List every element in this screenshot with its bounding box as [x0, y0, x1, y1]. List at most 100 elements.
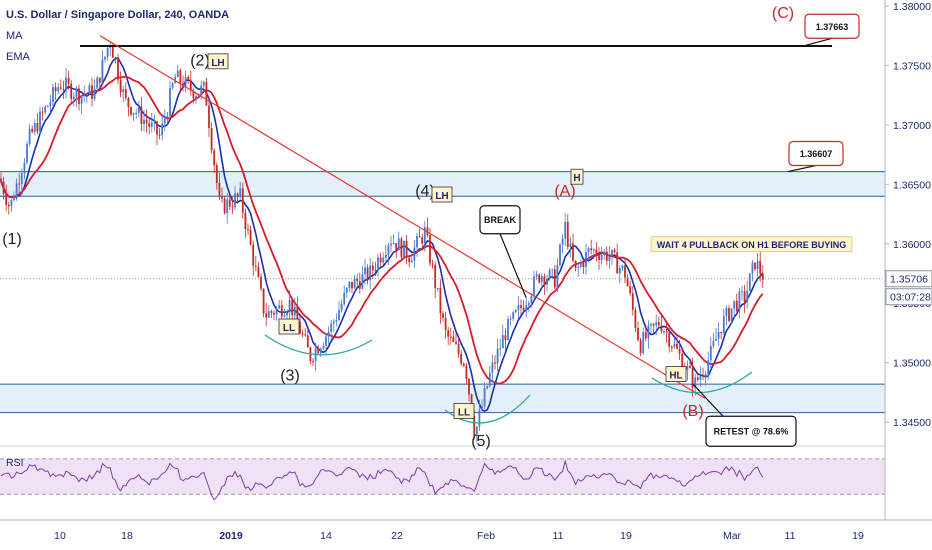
wave-label: (C)	[772, 5, 794, 22]
candle-body	[712, 340, 715, 347]
candle-body	[400, 238, 403, 258]
candle-body	[410, 260, 413, 263]
candle-body	[691, 367, 694, 388]
candle-body	[572, 243, 574, 261]
wave-tag	[570, 168, 584, 185]
callout-box	[705, 415, 797, 447]
candle-body	[704, 373, 707, 377]
ema-legend[interactable]: EMA	[6, 51, 30, 63]
candle-body	[543, 276, 546, 285]
candle-body	[319, 348, 322, 354]
callout-text: 1.36607	[800, 149, 833, 159]
candle-body	[442, 313, 444, 318]
candle-body	[44, 106, 47, 113]
candle-body	[228, 199, 231, 207]
candle-body	[158, 134, 161, 136]
candle-body	[520, 305, 522, 308]
wave-label: (1)	[2, 231, 22, 248]
candle-body	[655, 322, 658, 326]
candle-body	[20, 173, 23, 184]
candle-body	[267, 311, 270, 318]
wave-tag-text: LL	[458, 407, 470, 418]
candle-body	[41, 111, 44, 113]
candle-body	[335, 319, 338, 322]
candle-body	[397, 238, 400, 251]
candle-body	[660, 325, 663, 332]
candle-body	[192, 90, 195, 99]
wave-tag-text: H	[573, 173, 580, 184]
candle-body	[452, 336, 455, 342]
candle-body	[699, 375, 702, 380]
ma-legend[interactable]: MA	[6, 30, 23, 42]
y-tick-label: 1.36500	[893, 179, 931, 191]
candle-body	[286, 312, 288, 316]
candle-body	[293, 306, 296, 316]
candle-body	[377, 257, 379, 271]
y-tick-label: 1.35000	[893, 358, 931, 370]
candle-body	[7, 204, 10, 207]
candle-body	[161, 123, 164, 136]
y-tick-label: 1.34500	[893, 417, 931, 429]
candle-body	[631, 293, 634, 310]
candle-body	[176, 70, 179, 77]
candle-body	[715, 338, 717, 341]
candle-body	[23, 162, 26, 174]
candle-body	[595, 249, 598, 256]
lines-layer	[0, 35, 885, 424]
candle-body	[231, 206, 234, 208]
candle-body	[54, 87, 57, 92]
candle-body	[148, 123, 151, 127]
candle-body	[356, 278, 359, 282]
candle-body	[296, 306, 299, 322]
overlay-layer: (1) (2) (3) (4) (5) (A) (B) (C) LH LH H LL LL HL 1.376…	[2, 5, 860, 450]
candle-body	[481, 406, 483, 411]
candle-body	[244, 212, 247, 230]
candle-body	[720, 331, 723, 334]
rsi-band	[0, 458, 885, 495]
candle-body	[317, 348, 320, 354]
candle-body	[587, 248, 590, 253]
candle-body	[65, 77, 67, 90]
candle-body	[215, 165, 218, 183]
candle-body	[426, 227, 429, 236]
candle-body	[652, 323, 655, 326]
candle-body	[299, 321, 301, 334]
candle-body	[13, 198, 15, 201]
candle-body	[241, 188, 244, 213]
candle-body	[678, 348, 681, 354]
candle-body	[345, 288, 348, 293]
rsi-label: RSI	[6, 457, 24, 469]
trendline	[99, 35, 706, 399]
candle-body	[668, 332, 671, 347]
candle-body	[278, 305, 281, 309]
candle-body	[514, 310, 517, 312]
candle-body	[395, 243, 398, 251]
countdown-text: 03:07:28	[890, 292, 931, 304]
candle-body	[111, 45, 114, 58]
candle-body	[473, 415, 476, 437]
x-tick-label: 10	[54, 530, 66, 542]
candle-body	[122, 89, 125, 93]
candle-body	[119, 79, 122, 93]
candle-body	[252, 244, 255, 266]
candle-body	[236, 193, 239, 197]
curves-layer	[0, 57, 764, 412]
candle-body	[735, 300, 738, 311]
candle-body	[501, 335, 504, 349]
candle-body	[85, 94, 88, 96]
candle-body	[117, 59, 119, 80]
wave-label: (4)	[415, 183, 435, 200]
candle-body	[403, 240, 405, 258]
candle-body	[681, 353, 684, 370]
candle-body	[114, 57, 117, 60]
candle-body	[546, 279, 548, 285]
candle-body	[507, 319, 509, 341]
callout-pointer	[802, 37, 833, 47]
candle-body	[325, 336, 327, 346]
candle-body	[179, 70, 182, 84]
candle-body	[676, 343, 678, 349]
candle-body	[626, 277, 629, 287]
wave-tag	[278, 318, 300, 335]
candle-body	[369, 265, 372, 281]
y-tick-label: 1.36000	[893, 239, 931, 251]
